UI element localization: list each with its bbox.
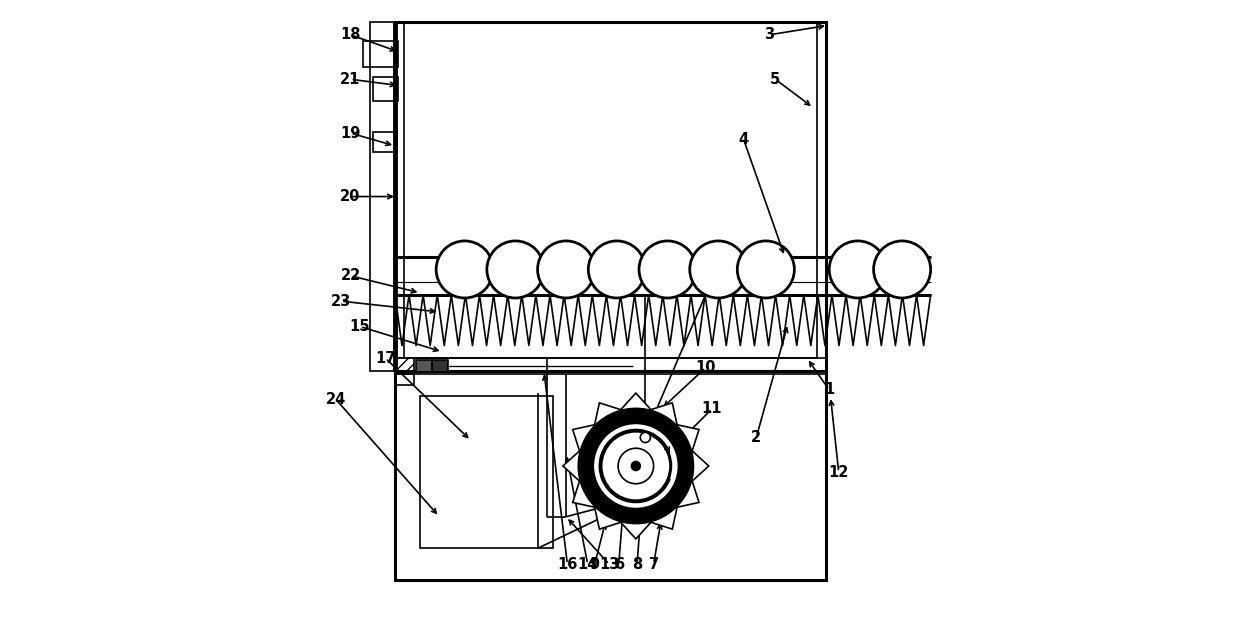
Circle shape <box>689 241 746 298</box>
Text: 14: 14 <box>578 557 598 572</box>
Circle shape <box>538 241 595 298</box>
Circle shape <box>618 448 653 484</box>
Text: 19: 19 <box>340 126 361 141</box>
Text: 12: 12 <box>828 465 849 480</box>
Text: 16: 16 <box>557 557 578 572</box>
Circle shape <box>436 241 494 298</box>
Bar <box>415 360 432 372</box>
Circle shape <box>639 241 696 298</box>
Bar <box>404 22 817 358</box>
Bar <box>373 132 397 152</box>
Text: 2: 2 <box>751 430 761 445</box>
Text: 4: 4 <box>739 132 749 147</box>
Text: 6: 6 <box>614 557 624 572</box>
Text: 11: 11 <box>702 401 722 417</box>
Bar <box>370 22 394 371</box>
Circle shape <box>640 432 651 443</box>
Text: 7: 7 <box>649 557 658 572</box>
Bar <box>394 22 826 371</box>
Text: 3: 3 <box>764 27 774 42</box>
Circle shape <box>487 241 544 298</box>
Text: 17: 17 <box>376 351 396 366</box>
Bar <box>420 396 553 548</box>
Text: 5: 5 <box>770 72 780 87</box>
Circle shape <box>874 241 931 298</box>
Circle shape <box>588 241 645 298</box>
Circle shape <box>738 241 795 298</box>
Text: 8: 8 <box>632 557 642 572</box>
Bar <box>394 358 414 374</box>
Text: 20: 20 <box>340 189 361 204</box>
Text: 1: 1 <box>825 382 835 398</box>
Text: 13: 13 <box>599 557 620 572</box>
Bar <box>432 360 448 372</box>
Text: 9: 9 <box>589 557 600 572</box>
Text: 15: 15 <box>350 319 371 334</box>
Polygon shape <box>563 393 709 539</box>
Circle shape <box>585 416 686 516</box>
Text: 22: 22 <box>341 268 361 283</box>
Circle shape <box>601 431 671 501</box>
Bar <box>363 41 398 67</box>
Text: 10: 10 <box>696 360 715 375</box>
Bar <box>394 371 826 580</box>
Text: 24: 24 <box>326 392 346 407</box>
Bar <box>394 358 826 374</box>
Text: 21: 21 <box>340 72 361 87</box>
Circle shape <box>631 462 640 470</box>
Text: 18: 18 <box>340 27 361 42</box>
Text: 23: 23 <box>331 294 351 309</box>
Circle shape <box>830 241 887 298</box>
Bar <box>373 77 398 101</box>
